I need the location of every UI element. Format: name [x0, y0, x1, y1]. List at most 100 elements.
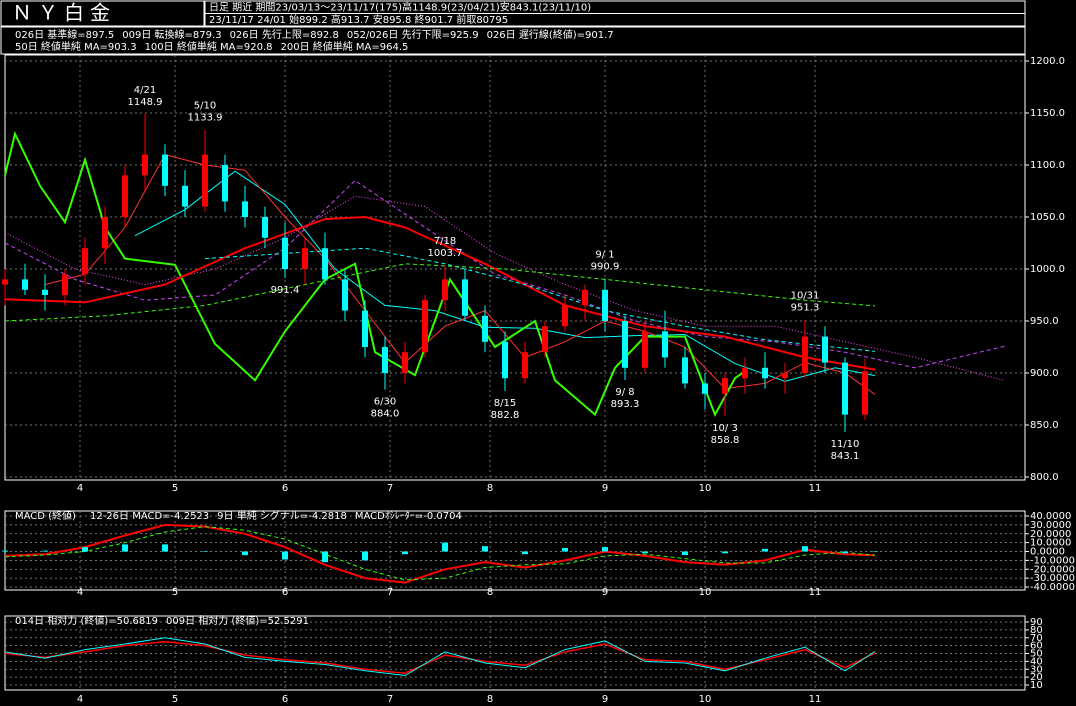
- legend-entry: MACDｵｼﾚｰﾀｰ=-0.0704: [355, 510, 462, 522]
- histogram-bar: [242, 551, 248, 556]
- line-series: [4, 523, 876, 584]
- candle-body: [282, 237, 288, 269]
- annotation-date: 8/15: [494, 398, 516, 409]
- histogram-bar: [562, 547, 568, 552]
- annotation-value: 1133.9: [188, 113, 223, 124]
- histogram-bar: [322, 551, 328, 563]
- candle-body: [162, 154, 168, 186]
- candle-body: [202, 154, 208, 207]
- histogram-bar: [802, 546, 808, 552]
- candle-body: [422, 300, 428, 353]
- candle-body: [802, 336, 808, 373]
- line-series: [4, 215, 876, 371]
- x-tick-label: 11: [809, 587, 822, 598]
- y-tick-label: 10: [1030, 680, 1043, 691]
- x-tick-label: 9: [602, 587, 608, 598]
- x-tick-label: 9: [602, 694, 608, 705]
- legend-entry: 026日 先行上限=892.8: [230, 28, 339, 41]
- candle-body: [702, 383, 708, 394]
- y-tick-label: 30.0000: [1030, 520, 1071, 531]
- candle-body: [402, 352, 408, 373]
- annotation-value: 1148.9: [128, 97, 163, 108]
- candle-body: [462, 279, 468, 316]
- y-tick-label: 20.0000: [1030, 529, 1071, 540]
- panel-frame: [4, 54, 1026, 481]
- candle-body: [142, 154, 148, 176]
- annotation-date: 10/31: [791, 291, 820, 302]
- x-tick-label: 4: [77, 587, 83, 598]
- x-tick-label: 6: [282, 694, 288, 705]
- candle-body: [2, 279, 8, 285]
- y-tick-label: -40.0000: [1030, 582, 1075, 593]
- candle-body: [862, 371, 868, 415]
- legend-entry: 026日 基準線=897.5: [15, 28, 114, 41]
- y-tick-label: 950.0: [1030, 316, 1059, 327]
- histogram-bar: [522, 551, 528, 555]
- candle-body: [642, 331, 648, 368]
- candle-body: [822, 336, 828, 363]
- x-tick-label: 11: [809, 694, 822, 705]
- annotation-value: 991.4: [271, 285, 300, 296]
- y-tick-label: 1150.0: [1030, 108, 1065, 119]
- line-series: [4, 640, 876, 674]
- candle-body: [82, 248, 88, 275]
- annotation-value: 1003.7: [428, 248, 463, 259]
- line-series: [4, 263, 876, 322]
- y-tick-label: 900.0: [1030, 368, 1059, 379]
- annotation-value: 951.3: [791, 303, 820, 314]
- histogram-bar: [2, 550, 8, 552]
- line-series: [4, 195, 1006, 381]
- annotation-value: 843.1: [831, 451, 860, 462]
- candle-body: [342, 279, 348, 311]
- histogram-bar: [402, 551, 408, 555]
- legend-entry: 009日 相対力 (終値)=52.5291: [166, 614, 309, 627]
- y-tick-label: 40: [1030, 656, 1043, 667]
- quote-text: 23/11/17 24/01 始899.2 高913.7 安895.8 終901…: [209, 13, 508, 26]
- x-tick-label: 5: [172, 483, 178, 494]
- y-tick-label: 50: [1030, 649, 1043, 660]
- histogram-bar: [872, 551, 878, 552]
- y-tick-label: 20: [1030, 672, 1043, 683]
- panel-frame: [4, 510, 1026, 591]
- candle-body: [602, 289, 608, 321]
- histogram-bar: [642, 551, 648, 554]
- line-series: [4, 179, 1006, 369]
- candle-body: [102, 217, 108, 249]
- line-series: [44, 154, 876, 395]
- x-tick-label: 8: [487, 694, 493, 705]
- candle-body: [502, 341, 508, 379]
- x-tick-label: 5: [172, 694, 178, 705]
- annotation-value: 882.8: [491, 410, 520, 421]
- y-tick-label: 0.0000: [1030, 547, 1065, 558]
- y-tick-label: 1000.0: [1030, 264, 1065, 275]
- legend-entry: 12-26日 MACD=-4.2523: [90, 511, 209, 522]
- histogram-bar: [202, 551, 208, 552]
- legend-entry: 052/026日 先行下限=925.9: [347, 28, 479, 41]
- x-tick-label: 10: [699, 694, 712, 705]
- x-tick-label: 4: [77, 694, 83, 705]
- x-tick-label: 5: [172, 587, 178, 598]
- candle-body: [322, 248, 328, 280]
- x-tick-label: 9: [602, 483, 608, 494]
- candle-body: [222, 165, 228, 202]
- line-series: [4, 130, 746, 417]
- y-tick-label: 10.0000: [1030, 538, 1071, 549]
- candle-body: [722, 378, 728, 394]
- annotation-value: 893.3: [611, 399, 640, 410]
- candle-body: [542, 326, 548, 353]
- panel-title: MACD (終値): [15, 509, 76, 522]
- histogram-bar: [82, 547, 88, 552]
- histogram-bar: [282, 551, 288, 560]
- y-tick-label: 30: [1030, 664, 1043, 675]
- histogram-bar: [762, 548, 768, 552]
- histogram-bar: [442, 542, 448, 552]
- candle-body: [582, 289, 588, 306]
- x-tick-label: 6: [282, 483, 288, 494]
- annotation-date: 10/ 3: [712, 423, 738, 434]
- annotation-date: 4/21: [134, 85, 156, 96]
- histogram-bar: [602, 547, 608, 552]
- y-tick-label: 40.0000: [1030, 511, 1071, 522]
- y-tick-label: 80: [1030, 625, 1043, 636]
- histogram-bar: [482, 546, 488, 552]
- y-tick-label: 1100.0: [1030, 160, 1065, 171]
